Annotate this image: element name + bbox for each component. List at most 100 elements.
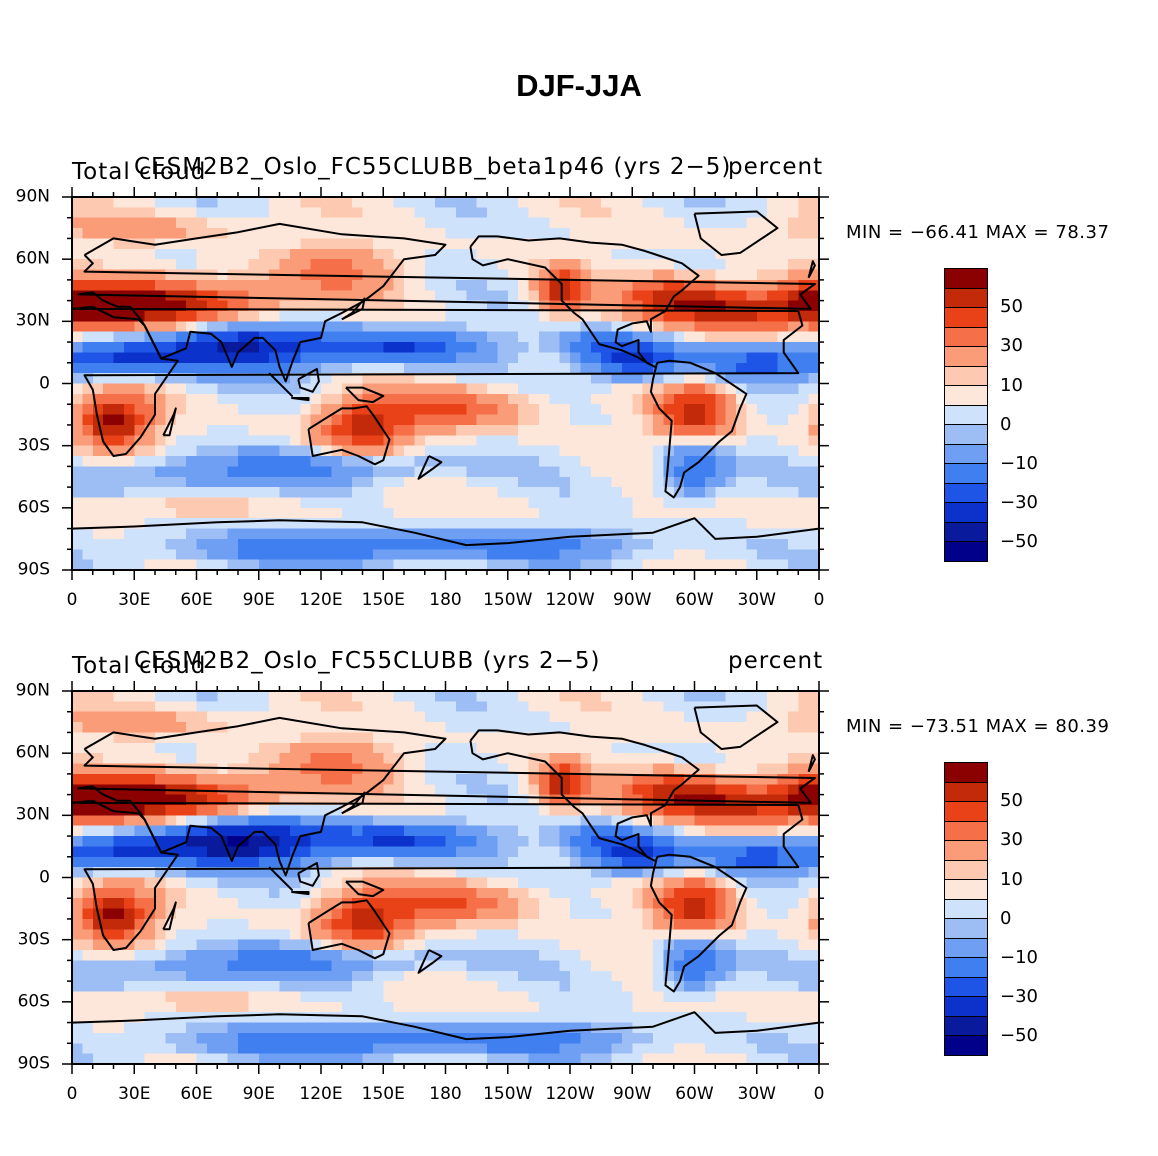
contour-cell	[258, 259, 270, 270]
contour-cell	[528, 898, 540, 909]
contour-cell	[279, 538, 291, 550]
contour-cell	[404, 856, 415, 868]
contour-cell	[175, 887, 187, 899]
contour-cell	[372, 549, 384, 561]
contour-cell	[445, 538, 457, 550]
contour-cell	[82, 228, 94, 239]
contour-cell	[404, 497, 415, 509]
contour-cell	[435, 300, 446, 312]
contour-cell	[414, 1043, 426, 1055]
contour-cell	[393, 981, 405, 992]
contour-cell	[248, 981, 260, 992]
contour-cell	[466, 711, 478, 723]
contour-cell	[341, 538, 353, 550]
contour-cell	[310, 898, 322, 909]
contour-cell	[113, 918, 125, 930]
contour-cell	[383, 383, 395, 395]
contour-cell	[383, 960, 395, 972]
contour-cell	[217, 414, 229, 426]
contour-cell	[82, 487, 94, 498]
contour-cell	[435, 559, 446, 571]
contour-cell	[476, 404, 488, 415]
contour-cell	[300, 310, 312, 322]
contour-cell	[155, 825, 166, 837]
contour-cell	[362, 1043, 374, 1055]
contour-cell	[404, 424, 415, 436]
contour-cell	[611, 217, 623, 229]
contour-cell	[269, 518, 280, 529]
contour-cell	[435, 691, 446, 702]
contour-cell	[331, 549, 343, 561]
contour-cell	[435, 538, 446, 550]
contour-cell	[704, 424, 716, 436]
contour-cell	[528, 732, 540, 744]
contour-cell	[404, 794, 415, 806]
contour-cell	[746, 217, 758, 229]
contour-cell	[103, 331, 114, 343]
contour-cell	[383, 248, 395, 260]
contour-cell	[82, 691, 94, 702]
contour-cell	[352, 456, 363, 467]
contour-cell	[601, 742, 612, 754]
contour-cell	[476, 487, 488, 498]
contour-cell	[123, 960, 135, 972]
contour-cell	[507, 424, 519, 436]
contour-cell	[72, 404, 83, 415]
contour-cell	[321, 207, 332, 219]
contour-cell	[175, 898, 187, 909]
contour-cell	[445, 300, 457, 312]
contour-cell	[756, 321, 768, 333]
contour-cell	[642, 217, 654, 229]
contour-cell	[393, 1032, 405, 1044]
contour-cell	[269, 887, 280, 899]
contour-cell	[559, 238, 571, 250]
contour-cell	[518, 518, 529, 529]
contour-cell	[549, 1043, 561, 1055]
contour-cell	[476, 784, 488, 796]
contour-cell	[487, 1043, 498, 1055]
contour-cell	[756, 487, 768, 498]
contour-cell	[393, 393, 405, 405]
contour-cell	[186, 559, 197, 571]
contour-cell	[466, 773, 478, 785]
contour-cell	[383, 559, 395, 571]
contour-cell	[621, 383, 633, 395]
contour-cell	[165, 528, 177, 540]
contour-cell	[466, 445, 478, 457]
contour-cell	[590, 476, 602, 488]
contour-cell	[289, 279, 301, 291]
contour-cell	[134, 414, 146, 426]
contour-cell	[414, 701, 426, 713]
contour-cell	[621, 867, 633, 878]
contour-cell	[144, 804, 156, 816]
contour-cell	[372, 753, 384, 764]
contour-cell	[113, 559, 125, 571]
contour-cell	[227, 970, 239, 982]
contour-cell	[269, 701, 280, 713]
contour-cell	[341, 970, 353, 982]
contour-cell	[217, 259, 229, 270]
contour-cell	[414, 238, 426, 250]
contour-cell	[414, 269, 426, 281]
contour-cell	[279, 321, 291, 333]
contour-cell	[300, 1053, 312, 1065]
contour-cell	[92, 939, 104, 951]
contour-cell	[621, 248, 633, 260]
contour-cell	[632, 722, 644, 733]
contour-cell	[725, 269, 737, 281]
contour-cell	[725, 342, 737, 353]
contour-cell	[82, 538, 94, 550]
contour-cell	[746, 310, 758, 322]
contour-cell	[518, 711, 529, 723]
contour-cell	[258, 1053, 270, 1065]
contour-cell	[476, 815, 488, 827]
contour-cell	[642, 970, 654, 982]
contour-cell	[123, 856, 135, 868]
contour-cell	[144, 1022, 156, 1034]
contour-cell	[310, 691, 322, 702]
contour-cell	[528, 528, 540, 540]
contour-cell	[123, 466, 135, 478]
contour-cell	[321, 981, 332, 992]
contour-cell	[289, 991, 301, 1003]
contour-cell	[756, 497, 768, 509]
